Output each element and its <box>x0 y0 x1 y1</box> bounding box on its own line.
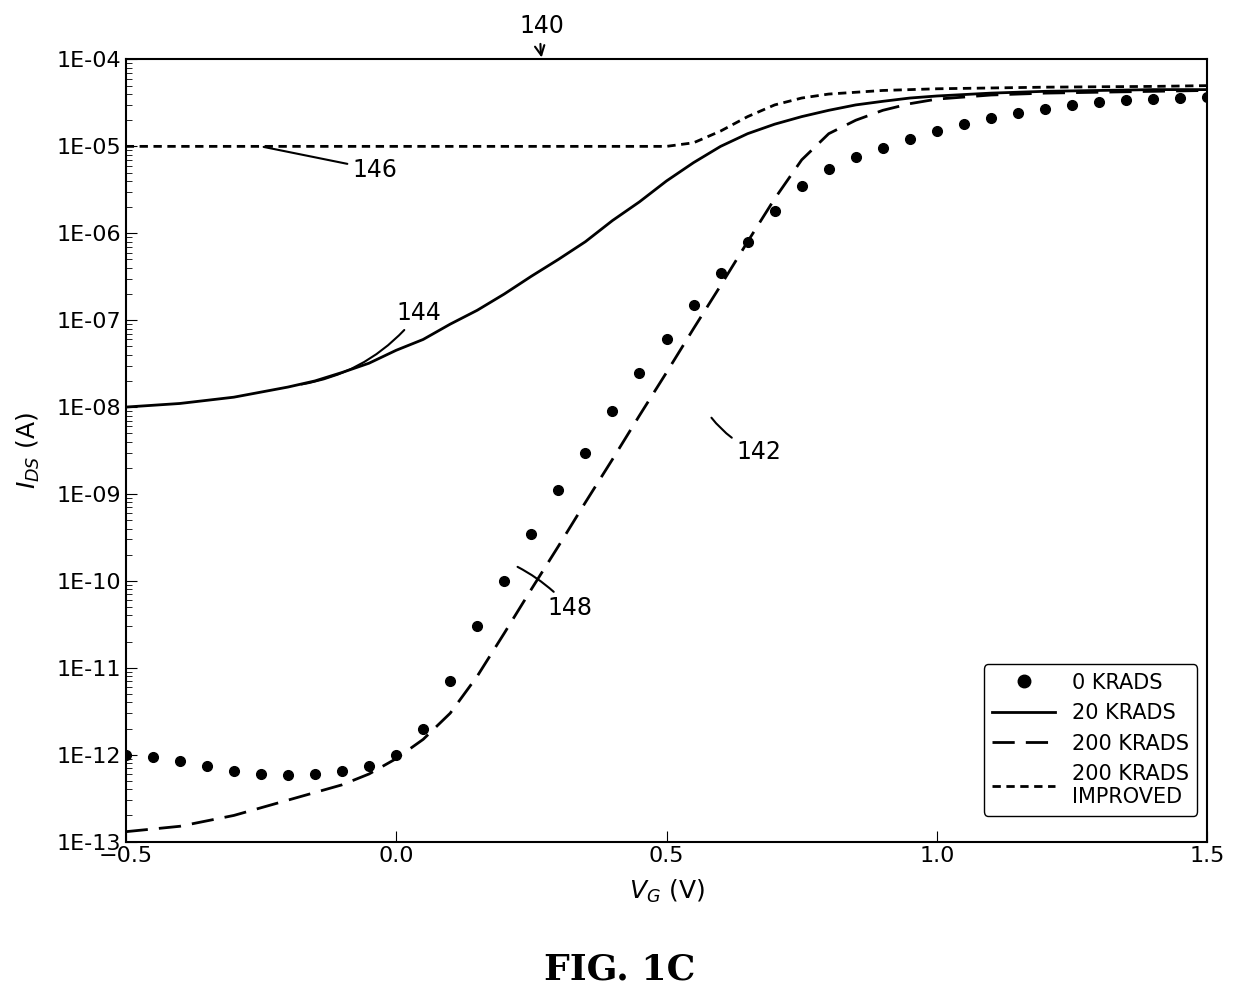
Text: 144: 144 <box>301 302 441 385</box>
Text: 148: 148 <box>517 567 593 620</box>
Text: 142: 142 <box>712 417 781 465</box>
Text: FIG. 1C: FIG. 1C <box>544 952 696 986</box>
Text: 140: 140 <box>520 14 564 55</box>
Legend: 0 KRADS, 20 KRADS, 200 KRADS, 200 KRADS
IMPROVED: 0 KRADS, 20 KRADS, 200 KRADS, 200 KRADS … <box>985 665 1197 816</box>
X-axis label: $V_G$ (V): $V_G$ (V) <box>629 877 704 905</box>
Text: 146: 146 <box>264 147 398 182</box>
Y-axis label: $I_{DS}$ (A): $I_{DS}$ (A) <box>15 412 42 490</box>
